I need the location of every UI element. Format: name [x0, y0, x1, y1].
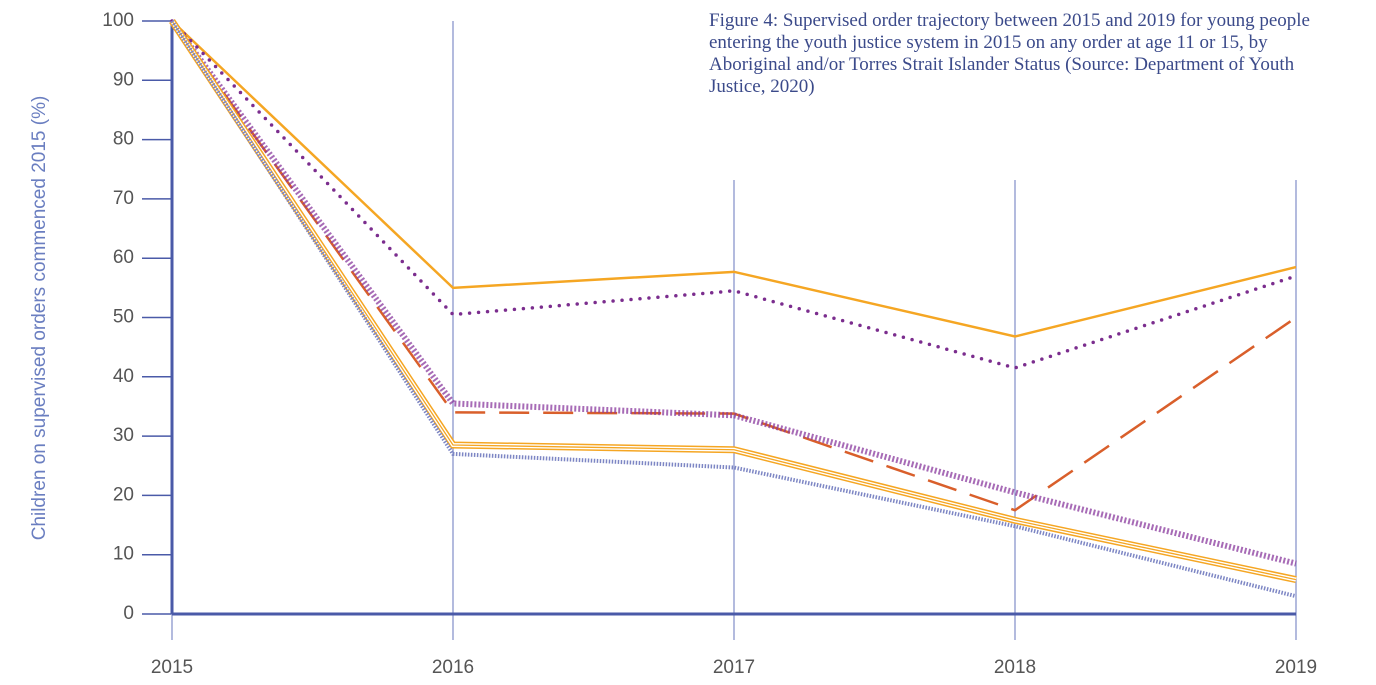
y-tick-label: 20: [113, 484, 134, 505]
x-tick-label: 2016: [432, 657, 474, 678]
y-tick-label: 90: [113, 69, 134, 90]
x-tick-label: 2017: [713, 657, 755, 678]
series-line: [171, 20, 1297, 338]
y-tick-label: 10: [113, 544, 134, 565]
y-tick-label: 70: [113, 188, 134, 209]
x-tick-label: 2018: [994, 657, 1036, 678]
y-tick-label: 50: [113, 307, 134, 328]
y-tick-label: 0: [123, 603, 134, 624]
y-tick-label: 40: [113, 366, 134, 387]
y-tick-label: 80: [113, 129, 134, 150]
series-line-inner: [171, 20, 1297, 581]
series-line: [170, 20, 1297, 512]
x-tick-label: 2019: [1275, 657, 1317, 678]
y-axis-label: Children on supervised orders commenced …: [29, 96, 50, 541]
x-tick-label: 2015: [151, 657, 193, 678]
y-tick-label: 60: [113, 247, 134, 268]
chart-title: Figure 4: Supervised order trajectory be…: [709, 10, 1310, 97]
series-line: [170, 19, 1298, 370]
y-tick-label: 100: [102, 10, 134, 31]
series-line: [169, 19, 1297, 567]
y-tick-label: 30: [113, 425, 134, 446]
